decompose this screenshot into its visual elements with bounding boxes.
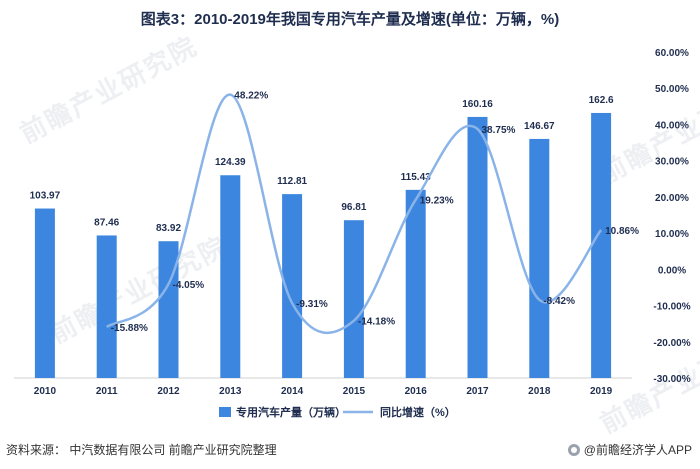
right-y-tick-label: 60.00% xyxy=(655,48,689,59)
line-data-label: -4.05% xyxy=(173,280,205,291)
right-y-tick-label: 30.00% xyxy=(655,157,689,168)
growth-line xyxy=(105,93,603,335)
x-tick-label: 2012 xyxy=(157,386,180,397)
bar-data-label: 112.81 xyxy=(277,176,307,187)
bar xyxy=(96,235,117,378)
line-data-label: 10.86% xyxy=(605,226,639,237)
line-data-label: -14.18% xyxy=(358,317,395,328)
line-data-label: 19.23% xyxy=(420,196,454,207)
bar-data-label: 115.43 xyxy=(401,172,431,183)
right-y-tick-label: -20.00% xyxy=(653,338,690,349)
x-tick-label: 2016 xyxy=(405,386,428,397)
chart-title: 图表3：2010-2019年我国专用汽车产量及增速(单位：万辆，%) xyxy=(140,11,560,28)
bar-data-label: 87.46 xyxy=(94,217,119,228)
bar-data-label: 96.81 xyxy=(341,202,366,213)
bar xyxy=(343,220,364,378)
qianzhan-logo-icon xyxy=(567,443,580,456)
x-tick-label: 2019 xyxy=(590,386,613,397)
bar xyxy=(34,208,55,378)
brand-text: @前瞻经济学人APP xyxy=(583,443,692,457)
bar-data-label: 160.16 xyxy=(462,99,493,110)
bar xyxy=(467,116,488,378)
right-y-tick-label: -30.00% xyxy=(653,374,690,385)
bar xyxy=(405,189,426,378)
brand-credit: @前瞻经济学人APP xyxy=(567,441,692,458)
legend-bar-label: 专用汽车产量（万辆） xyxy=(236,405,346,419)
right-y-tick-label: -10.00% xyxy=(653,302,690,313)
right-y-tick-label: 40.00% xyxy=(655,120,689,131)
bar-data-label: 83.92 xyxy=(156,223,181,234)
bar xyxy=(591,112,612,378)
bar-data-label: 103.97 xyxy=(30,191,61,202)
bar xyxy=(282,194,303,378)
x-tick-label: 2010 xyxy=(34,386,57,397)
bar-data-label: 146.67 xyxy=(524,121,555,132)
right-y-tick-label: 0.00% xyxy=(658,265,686,276)
right-y-tick-label: 20.00% xyxy=(655,193,689,204)
bar-data-label: 124.39 xyxy=(215,157,246,168)
line-data-label: -9.31% xyxy=(296,299,328,310)
right-y-tick-label: 10.00% xyxy=(655,229,689,240)
bar xyxy=(220,175,241,378)
x-tick-label: 2017 xyxy=(466,386,489,397)
x-tick-label: 2015 xyxy=(343,386,366,397)
bar-data-label: 162.6 xyxy=(589,95,614,106)
legend-line-label: 同比增速（%） xyxy=(380,405,456,419)
x-tick-label: 2014 xyxy=(281,386,304,397)
line-data-label: -8.42% xyxy=(543,296,575,307)
source-note: 资料来源： 中汽数据有限公司 前瞻产业研究院整理 xyxy=(6,443,277,457)
bar xyxy=(158,241,179,378)
right-y-tick-label: 50.00% xyxy=(655,84,689,95)
legend-bar-swatch xyxy=(219,407,231,417)
x-tick-label: 2011 xyxy=(96,386,118,397)
x-tick-label: 2018 xyxy=(528,386,551,397)
line-data-label: 48.22% xyxy=(234,91,268,102)
line-data-label: -15.88% xyxy=(111,323,148,334)
x-tick-label: 2013 xyxy=(219,386,242,397)
line-data-label: 38.75% xyxy=(482,125,516,136)
bar xyxy=(529,138,550,378)
